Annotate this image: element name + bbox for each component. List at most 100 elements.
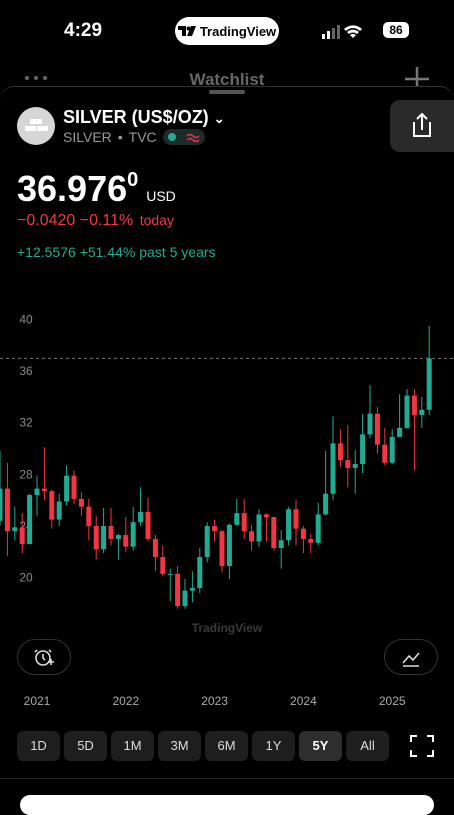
candle-body <box>226 524 232 567</box>
candle-body <box>71 475 77 499</box>
candle-body <box>101 526 107 550</box>
candle-body <box>389 436 395 463</box>
symbol-logo <box>17 107 55 145</box>
long-period: past 5 years <box>139 244 216 260</box>
candle-body <box>41 488 47 492</box>
share-button[interactable] <box>390 100 454 152</box>
candle-body <box>78 498 84 507</box>
long-change-percent: +51.44% <box>79 244 136 260</box>
y-tick-label: 36 <box>19 364 33 378</box>
candle-body <box>56 501 62 520</box>
symbol-sub: SILVER • TVC <box>63 129 205 145</box>
symbol-name-text: SILVER (US$/OZ) <box>63 107 209 127</box>
bottom-bar <box>20 795 434 815</box>
battery: 86 <box>383 22 409 38</box>
candle-body <box>115 535 121 539</box>
candle-body <box>175 573 181 607</box>
range-button[interactable]: 1Y <box>252 731 295 761</box>
candle-body <box>49 491 55 520</box>
candle-body <box>212 526 218 532</box>
y-tick-label: 40 <box>19 312 33 326</box>
more-button[interactable] <box>24 74 48 82</box>
app-pill: TradingView <box>175 17 279 45</box>
candle-body <box>123 535 129 547</box>
candle-body <box>308 538 314 543</box>
y-tick-label: 28 <box>19 467 33 481</box>
x-tick-label: 2021 <box>24 694 51 708</box>
candle-body <box>12 527 18 532</box>
candle-body <box>382 444 388 463</box>
x-tick-label: 2023 <box>201 694 228 708</box>
change-percent: −0.11% <box>79 212 134 229</box>
long-change-row: +12.5576 +51.44% past 5 years <box>17 244 216 260</box>
candle-body <box>263 514 269 517</box>
range-button[interactable]: 5Y <box>299 731 342 761</box>
status-time: 4:29 <box>64 20 103 41</box>
symbol-name[interactable]: SILVER (US$/OZ) ⌄ <box>63 107 225 127</box>
candle-body <box>315 514 321 543</box>
x-tick-label: 2025 <box>379 694 406 708</box>
candle-body <box>293 509 299 529</box>
chart-style-button[interactable] <box>384 639 438 675</box>
x-tick-label: 2024 <box>290 694 317 708</box>
candle-body <box>426 358 432 410</box>
watermark: TradingView <box>192 621 263 635</box>
exchange: TVC <box>128 129 157 145</box>
candle-body <box>367 413 373 435</box>
range-button[interactable]: 1M <box>111 731 154 761</box>
candle-body <box>300 528 306 539</box>
candle-body <box>271 517 277 548</box>
candle-body <box>93 526 99 550</box>
fullscreen-button[interactable] <box>408 733 436 759</box>
candle-body <box>397 427 403 437</box>
candle-body <box>167 573 173 575</box>
x-tick-label: 2022 <box>112 694 139 708</box>
change-row: −0.0420 −0.11% today <box>17 212 174 230</box>
candle-body <box>197 557 203 589</box>
candle-body <box>27 495 33 545</box>
candle-body <box>286 509 292 541</box>
y-tick-label: 32 <box>19 416 33 430</box>
candle-body <box>19 527 25 545</box>
candle-body <box>360 434 366 465</box>
candle-body <box>249 531 255 542</box>
candle-body <box>34 488 40 496</box>
change-period: today <box>139 212 174 228</box>
signal-wifi <box>322 25 362 39</box>
range-button[interactable]: All <box>346 731 389 761</box>
tv-logo <box>177 26 196 36</box>
app-name: TradingView <box>199 23 277 39</box>
candle-body <box>241 513 247 532</box>
candle-body <box>374 413 380 445</box>
candle-body <box>330 443 336 494</box>
candle-body <box>64 475 70 502</box>
range-selector: 1D 5D 1M 3M 6M 1Y 5Y All <box>17 731 389 761</box>
range-button[interactable]: 3M <box>158 731 201 761</box>
alert-button[interactable] <box>17 639 71 675</box>
candle-body <box>256 514 262 542</box>
status-badge <box>162 129 205 145</box>
candle-body <box>411 395 417 415</box>
range-button[interactable]: 1D <box>17 731 60 761</box>
range-button[interactable]: 6M <box>205 731 248 761</box>
candle-body <box>4 488 10 532</box>
price: 36.976 <box>17 168 128 209</box>
nav-title: Watchlist <box>189 70 265 89</box>
candle-body <box>145 511 151 539</box>
range-button[interactable]: 5D <box>64 731 107 761</box>
candle-body <box>278 540 284 548</box>
candle-body <box>152 538 158 558</box>
ticker: SILVER <box>63 129 112 145</box>
candle-body <box>419 409 425 415</box>
currency: USD <box>146 188 176 204</box>
candle-body <box>352 464 358 468</box>
candle-body <box>130 522 136 547</box>
sheet-handle[interactable] <box>209 90 245 94</box>
candle-body <box>404 395 410 428</box>
candle-body <box>323 493 329 515</box>
candle-body <box>234 513 240 525</box>
price-row: 36.976 0 USD <box>17 168 176 210</box>
divider <box>0 778 454 779</box>
